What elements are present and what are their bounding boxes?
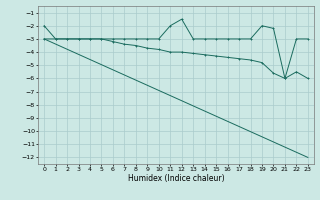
- X-axis label: Humidex (Indice chaleur): Humidex (Indice chaleur): [128, 174, 224, 183]
